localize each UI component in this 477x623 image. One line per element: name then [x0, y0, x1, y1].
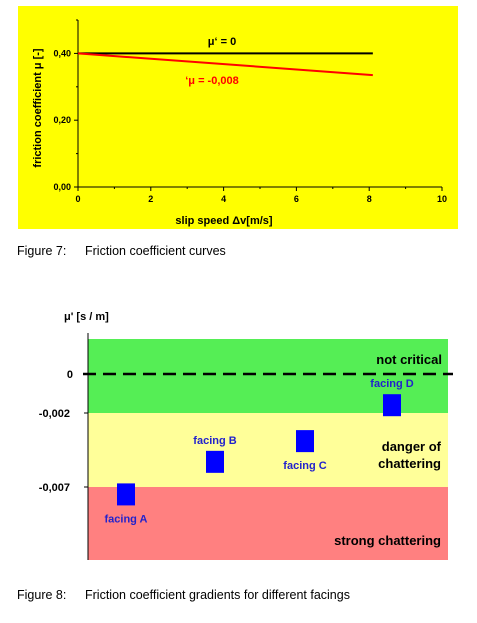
point-label-facing-d: facing D [370, 378, 413, 390]
point-label-facing-c: facing C [283, 460, 326, 472]
figure-7-text: Friction coefficient curves [85, 244, 226, 258]
y-axis-title: μ' [s / m] [64, 311, 109, 323]
marker-facing-b [206, 450, 224, 473]
x-tick-label: 0 [75, 194, 80, 204]
tick-label-zero: 0 [67, 369, 73, 381]
y-tick-label: 0,40 [53, 48, 71, 58]
region-label-not-critical: not critical [376, 352, 442, 367]
x-tick-label: 8 [367, 194, 372, 204]
region-label-danger: danger of chattering [378, 439, 442, 471]
x-tick-label: 10 [437, 194, 447, 204]
x-tick-label: 2 [148, 194, 153, 204]
marker-facing-d [383, 394, 401, 417]
marker-facing-a [117, 483, 135, 506]
region-strong-chattering [88, 487, 448, 560]
figure-8-number: Figure 8: [17, 588, 67, 602]
series-label-negative: ‘μ = -0,008 [185, 75, 239, 87]
figure-7-number: Figure 7: [17, 244, 67, 258]
region-danger [88, 413, 448, 487]
series-line-1 [77, 52, 373, 77]
figure-8-caption: Figure 8: Friction coefficient gradients … [17, 588, 350, 602]
friction-gradient-chart: μ' [s / m] 0 -0,002 -0,007 not critical … [39, 311, 453, 560]
y-axis-label: friction coefficient μ [-] [32, 48, 44, 168]
x-axis-label: slip speed Δv[m/s] [175, 215, 272, 227]
tick-label-mid: -0,002 [39, 408, 70, 420]
point-label-facing-b: facing B [193, 435, 236, 447]
x-tick-label: 6 [294, 194, 299, 204]
tick-label-low: -0,007 [39, 482, 70, 494]
marker-facing-c [296, 430, 314, 453]
series-label-zero: μ‘ = 0 [208, 36, 236, 48]
y-tick-label: 0,20 [53, 115, 71, 125]
figure-7-caption: Figure 7: Friction coefficient curves [17, 244, 226, 258]
figure-8-text: Friction coefficient gradients for diffe… [85, 588, 350, 602]
region-label-strong-chattering: strong chattering [334, 533, 441, 548]
x-tick-label: 4 [221, 194, 226, 204]
y-tick-label: 0,00 [53, 182, 71, 192]
chart-background [18, 6, 458, 229]
friction-coefficient-chart: 0 2 4 6 8 10 0,00 0,20 0,40 μ‘ = 0 ‘μ = -0,008 s… [18, 6, 458, 229]
point-label-facing-a: facing A [105, 513, 148, 525]
